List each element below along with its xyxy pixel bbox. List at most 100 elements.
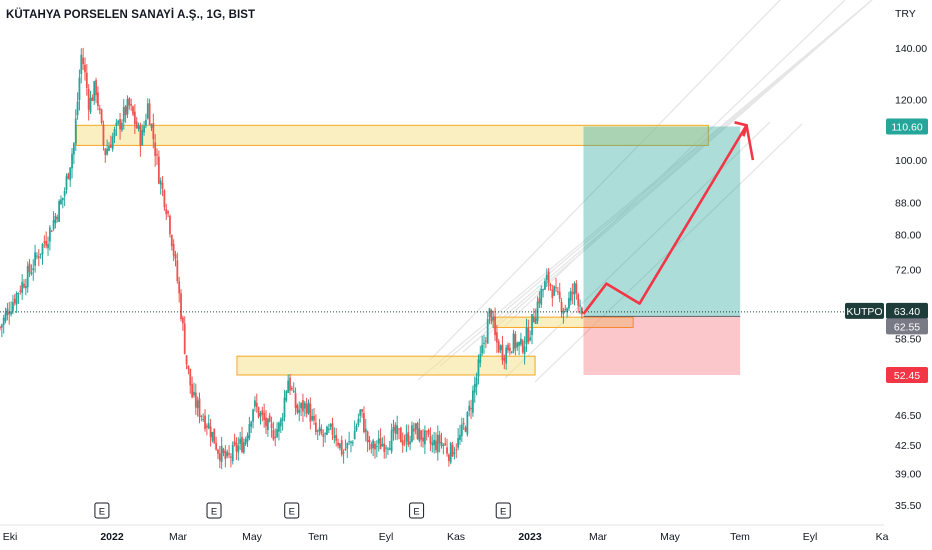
symbol-label: KUTPO — [846, 306, 882, 318]
candle-up — [318, 427, 321, 432]
candle-up — [333, 435, 336, 438]
candle-down — [209, 426, 212, 438]
candle-up — [121, 122, 123, 131]
symbol-badge — [845, 302, 884, 319]
candle-down — [156, 154, 158, 156]
candle-up — [479, 353, 482, 363]
candle-down — [119, 119, 121, 130]
zones — [75, 124, 709, 376]
candle-down — [45, 240, 48, 246]
candle-down — [176, 260, 179, 281]
candle-down — [451, 445, 454, 457]
candle-down — [13, 298, 16, 304]
candle-up — [353, 430, 356, 440]
candle-down — [571, 291, 574, 294]
candle-up — [566, 308, 569, 313]
candle-down — [187, 365, 190, 370]
candle-up — [436, 434, 439, 453]
candle-up — [505, 347, 508, 364]
candle-down — [462, 422, 465, 425]
candle-down — [490, 310, 493, 322]
candle-down — [575, 283, 578, 294]
channel-line — [504, 121, 771, 379]
candle-down — [0, 327, 1, 329]
y-axis[interactable]: TRY 140.00 120.00 100.00 88.00 80.00 72.00 58.5… — [895, 8, 927, 512]
candle-down — [394, 424, 397, 434]
candle-up — [78, 77, 81, 100]
candle-up — [279, 419, 282, 427]
candle-down — [366, 431, 369, 443]
candle-up — [518, 342, 520, 346]
candle-down — [268, 415, 271, 422]
candle-down — [178, 281, 181, 294]
candle-down — [407, 432, 410, 445]
candle-down — [444, 443, 447, 446]
candle-up — [10, 311, 12, 315]
candle-up — [141, 129, 144, 146]
candle-up — [357, 418, 360, 425]
candle-down — [204, 415, 206, 430]
candle-up — [237, 445, 240, 453]
candle-up — [250, 421, 253, 427]
candle-down — [139, 126, 142, 147]
candle-up — [283, 397, 286, 418]
price-badges: 110.60 KUTPO 63.40 62.55 52.45 — [845, 118, 928, 383]
candle-up — [145, 119, 147, 126]
price-badge-entry: 62.55 — [886, 318, 928, 335]
candle-up — [4, 312, 7, 321]
candle-down — [420, 430, 423, 440]
candle-down — [446, 447, 448, 454]
candle-down — [422, 437, 424, 442]
candle-up — [545, 274, 548, 280]
candle-down — [19, 290, 22, 293]
x-tick-label: Eyl — [803, 531, 818, 543]
candle-down — [241, 436, 243, 453]
candle-down — [43, 241, 46, 243]
candle-down — [135, 121, 138, 128]
candle-up — [483, 342, 485, 344]
x-tick-label: Kas — [447, 531, 465, 543]
candle-up — [377, 438, 380, 444]
candle-down — [8, 311, 11, 315]
candle-down — [556, 291, 559, 293]
candle-up — [568, 298, 570, 309]
candle-down — [344, 448, 347, 450]
candle-up — [471, 390, 474, 413]
candle-down — [222, 449, 225, 453]
candle-up — [525, 327, 528, 345]
candle-up — [159, 180, 162, 185]
earnings-box — [495, 502, 511, 519]
candle-up — [115, 122, 118, 127]
candle-down — [85, 72, 88, 88]
profit-area — [583, 126, 741, 317]
candle-down — [425, 430, 428, 432]
x-tick-label: Eki — [3, 531, 18, 543]
candle-up — [47, 244, 49, 249]
candle-down — [403, 442, 406, 444]
candle-down — [152, 123, 155, 140]
candle-down — [547, 271, 550, 284]
candle-up — [24, 286, 27, 289]
x-axis[interactable]: Eki 2022 Mar May Tem Eyl Kas 2023 Mar May Tem Eyl Ka — [0, 524, 889, 543]
candle-up — [311, 415, 314, 421]
x-tick-label: Mar — [169, 531, 188, 543]
candle-down — [331, 423, 334, 435]
candle-up — [259, 412, 262, 417]
candle-down — [497, 341, 500, 353]
candle-up — [93, 81, 96, 101]
candle-down — [527, 327, 530, 343]
candle-down — [302, 400, 304, 412]
candle-down — [205, 425, 208, 428]
candle-down — [215, 443, 218, 450]
candle-up — [433, 439, 436, 446]
candle-down — [191, 384, 194, 398]
price-badge — [886, 318, 928, 335]
candle-down — [496, 332, 498, 343]
candle-up — [63, 190, 66, 197]
candle-down — [154, 142, 157, 156]
candle-down — [185, 355, 188, 365]
candle-up — [54, 215, 57, 224]
x-tick-label: 2022 — [100, 531, 124, 543]
candle-up — [30, 272, 33, 275]
